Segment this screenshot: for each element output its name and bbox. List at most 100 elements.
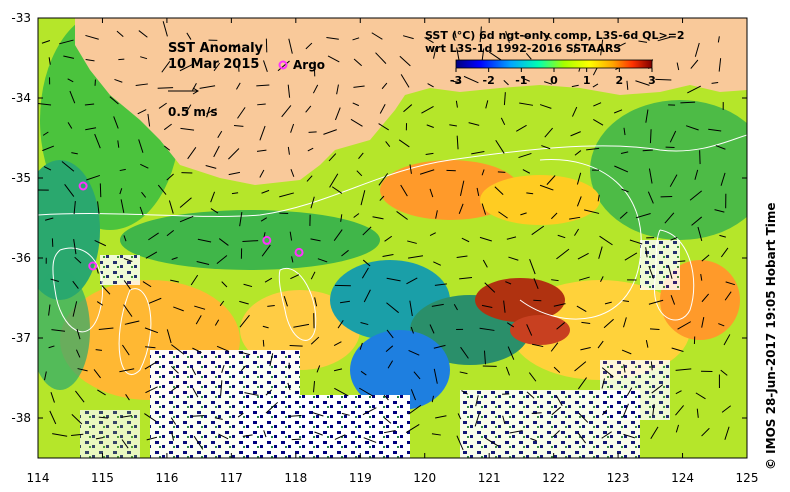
current-vector xyxy=(210,208,219,214)
argo-legend-label: Argo xyxy=(293,58,325,72)
current-vector xyxy=(505,30,510,44)
current-vector xyxy=(293,323,310,328)
current-vector xyxy=(488,51,503,62)
current-vector xyxy=(341,249,349,257)
current-vector xyxy=(168,200,174,214)
current-vector xyxy=(217,130,223,139)
current-vector xyxy=(481,304,493,309)
current-vector xyxy=(520,212,527,216)
current-vector xyxy=(148,297,162,304)
current-vector xyxy=(602,409,608,416)
current-vector xyxy=(75,349,81,358)
current-vector xyxy=(717,36,720,43)
current-vector xyxy=(577,377,587,390)
current-vector xyxy=(623,317,627,328)
current-vector xyxy=(452,80,462,84)
current-vector xyxy=(220,380,223,396)
current-vector xyxy=(269,353,274,367)
current-vector xyxy=(337,320,344,329)
current-vector xyxy=(701,427,710,437)
current-vector xyxy=(261,189,270,194)
current-vector xyxy=(171,385,180,392)
current-vector xyxy=(313,61,316,77)
current-vector xyxy=(97,389,106,396)
current-vector xyxy=(192,387,199,398)
current-vector xyxy=(479,26,482,43)
current-vector xyxy=(433,261,442,266)
current-vector xyxy=(113,116,119,129)
current-vector xyxy=(385,141,391,147)
current-vector xyxy=(576,305,587,313)
current-vector xyxy=(645,340,649,348)
current-vector xyxy=(459,180,465,197)
current-vector xyxy=(240,365,247,372)
current-vector xyxy=(655,78,672,81)
current-vector xyxy=(456,435,464,451)
current-vector xyxy=(622,403,629,418)
current-vector xyxy=(353,213,360,218)
current-vector xyxy=(648,265,654,279)
current-vector xyxy=(49,410,57,425)
current-vector xyxy=(603,318,614,329)
current-vector xyxy=(461,390,468,395)
current-vector xyxy=(101,285,111,295)
current-vector xyxy=(402,35,414,40)
current-vector xyxy=(352,37,360,41)
current-vector xyxy=(623,433,635,439)
current-vector xyxy=(263,430,267,438)
current-vector xyxy=(700,273,703,281)
current-vector xyxy=(479,236,492,242)
colorbar-tick-label: 2 xyxy=(616,74,624,87)
current-vector xyxy=(86,174,101,181)
current-vector xyxy=(63,55,75,59)
current-vector xyxy=(551,279,559,282)
current-vector xyxy=(262,339,265,347)
current-vector xyxy=(685,125,699,131)
current-vector xyxy=(725,281,736,286)
current-vector xyxy=(334,107,341,121)
current-vector xyxy=(711,81,719,84)
current-vector xyxy=(205,165,217,169)
current-vector xyxy=(260,217,268,222)
current-vector xyxy=(333,368,343,372)
current-vector xyxy=(288,414,302,417)
x-axis: 114 115 116 117 118 119 120 121 122 123 124 125 xyxy=(27,18,758,485)
current-vector xyxy=(550,342,559,352)
current-vector xyxy=(386,302,399,314)
current-vector xyxy=(468,122,480,126)
current-vector xyxy=(623,127,626,136)
argo-float-marker xyxy=(78,181,88,191)
current-vector xyxy=(556,322,566,330)
current-vector xyxy=(353,58,363,67)
x-tick-label: 115 xyxy=(91,471,114,485)
current-vectors xyxy=(38,21,736,451)
x-tick-label: 114 xyxy=(27,471,50,485)
current-vector xyxy=(218,433,229,440)
current-vector xyxy=(85,34,99,40)
x-tick-label: 123 xyxy=(607,471,630,485)
current-vector xyxy=(429,188,434,198)
current-vector xyxy=(166,229,175,237)
current-vector xyxy=(431,303,444,307)
map-title: SST Anomaly xyxy=(168,41,264,56)
current-vector xyxy=(145,386,158,394)
current-vector xyxy=(179,197,192,208)
current-vector xyxy=(461,237,470,243)
current-vector xyxy=(360,370,367,376)
current-vector xyxy=(72,301,78,317)
current-vector xyxy=(551,406,562,416)
current-vector xyxy=(42,145,55,152)
current-vector xyxy=(158,102,167,109)
current-vector xyxy=(48,304,51,316)
current-vector xyxy=(341,412,350,416)
argo-legend-icon xyxy=(278,60,288,70)
current-vector xyxy=(362,226,372,236)
current-vector xyxy=(216,255,228,265)
current-vector xyxy=(97,201,100,214)
current-vector xyxy=(410,326,414,334)
current-vector xyxy=(327,55,340,63)
current-vector xyxy=(456,135,459,150)
current-vector xyxy=(386,277,401,282)
current-vector xyxy=(526,192,534,195)
current-vector xyxy=(333,341,342,346)
